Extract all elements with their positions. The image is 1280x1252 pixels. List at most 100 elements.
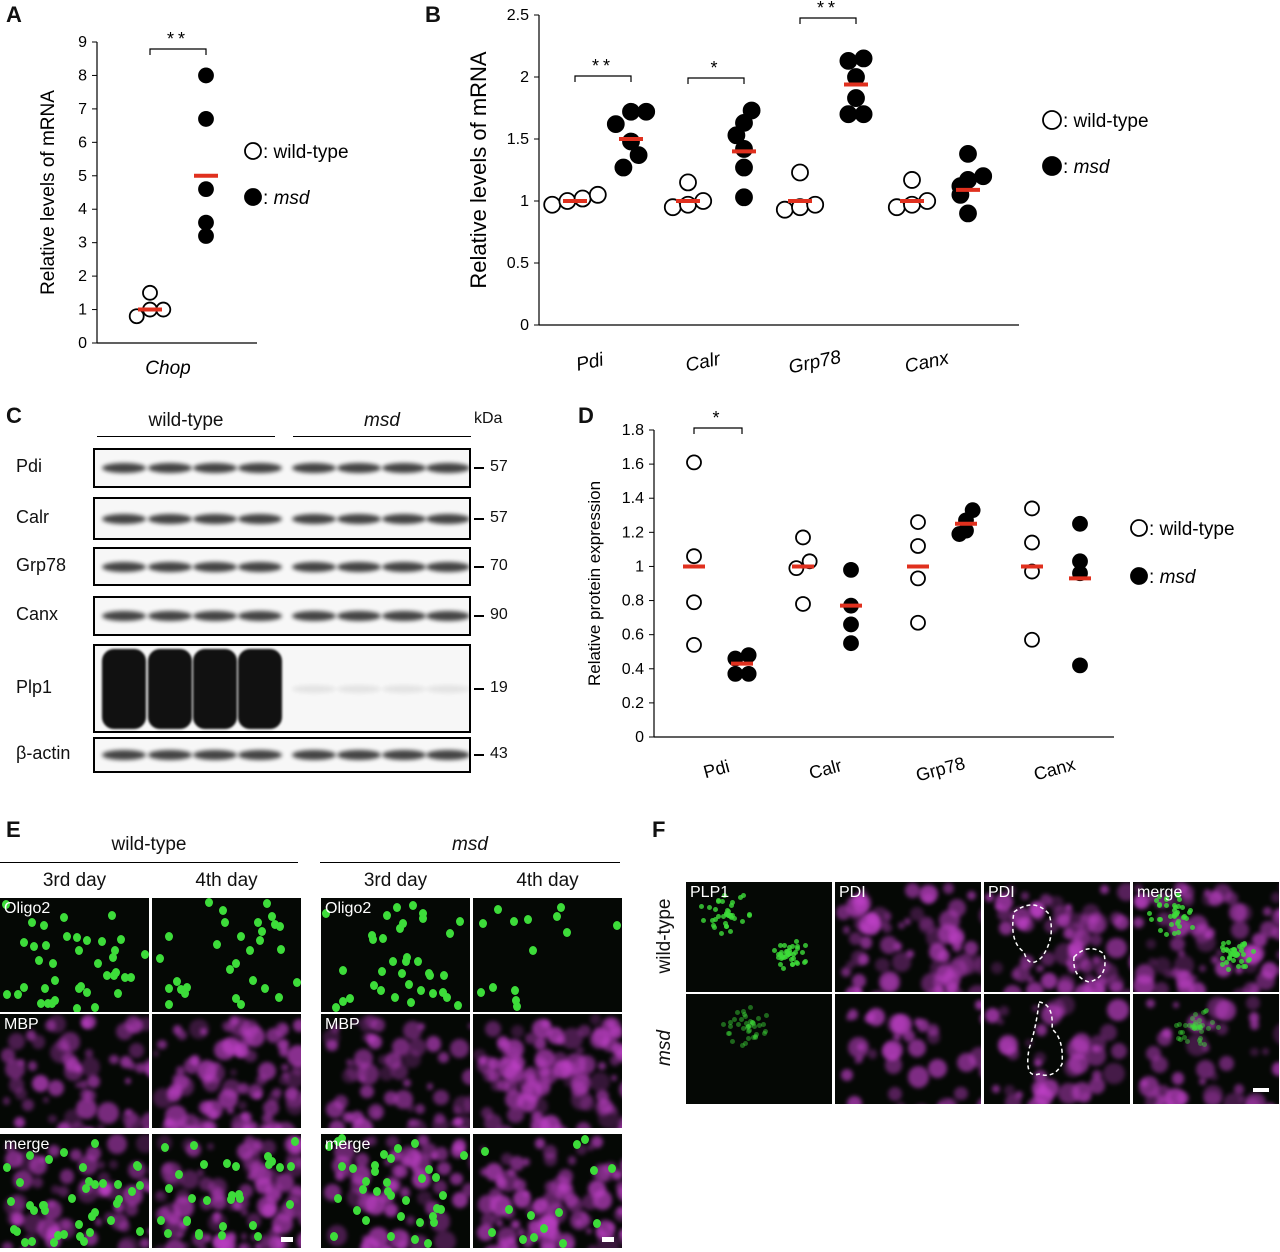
- category-label: Canx: [903, 347, 952, 377]
- cell-nucleus: [428, 1212, 437, 1222]
- chart-d: 0 0.2 0.4 0.6 0.8 1 1.2 1.4 1.6 1.8 Relative prote…: [585, 408, 1235, 785]
- cell-nucleus: [556, 903, 565, 913]
- cell-process: [866, 1007, 885, 1026]
- cell-process: [1141, 1080, 1149, 1088]
- cell-process: [618, 1232, 622, 1247]
- cell-process: [122, 1110, 138, 1126]
- cell-nucleus: [40, 1206, 49, 1216]
- cell-nucleus: [573, 1140, 582, 1150]
- cell-nucleus: [79, 1237, 88, 1247]
- cell-process: [61, 1220, 71, 1230]
- category-label: Chop: [145, 358, 190, 379]
- kda-tick: [474, 467, 484, 469]
- cell-cytoplasm: [745, 1024, 751, 1030]
- cell-process: [608, 1105, 618, 1115]
- cell-process: [142, 1058, 149, 1076]
- cell-nucleus: [410, 1235, 419, 1245]
- cell-process: [37, 1217, 60, 1240]
- cell-process: [4, 1141, 16, 1153]
- cell-cytoplasm: [732, 1016, 738, 1022]
- cell-process: [858, 887, 867, 897]
- cell-process: [182, 1126, 202, 1128]
- msd-point: [974, 167, 993, 186]
- cell-process: [275, 1022, 290, 1037]
- cell-process: [1056, 980, 1074, 992]
- cell-process: [479, 1056, 487, 1065]
- blot-band: [382, 684, 426, 693]
- cell-process: [575, 1122, 591, 1128]
- cell-cytoplasm: [1202, 1042, 1208, 1048]
- cell-process: [256, 1243, 270, 1248]
- cell-cytoplasm: [1198, 1029, 1204, 1035]
- blot-band: [193, 463, 237, 473]
- cell-process: [378, 1065, 395, 1082]
- cell-nucleus: [135, 1226, 144, 1236]
- cell-process: [1065, 960, 1073, 968]
- cell-nucleus: [83, 936, 92, 946]
- cell-process: [199, 1100, 213, 1114]
- cell-cytoplasm: [1182, 1035, 1188, 1041]
- cell-process: [1026, 981, 1044, 992]
- cell-process: [539, 1066, 550, 1077]
- cell-process: [893, 942, 903, 952]
- kda-value: 57: [490, 458, 508, 475]
- significance-marker: **: [167, 29, 189, 49]
- cell-process: [125, 1016, 142, 1033]
- cell-process: [1134, 883, 1144, 893]
- cell-process: [1117, 882, 1130, 902]
- cell-nucleus: [512, 1001, 521, 1011]
- panel-e-msd-label: msd: [452, 834, 488, 855]
- cell-process: [494, 1125, 514, 1128]
- cell-cytoplasm: [1191, 1026, 1197, 1032]
- blot-band: [148, 648, 192, 729]
- cell-process: [926, 927, 947, 948]
- cell-process: [80, 1089, 92, 1101]
- cell-cytoplasm: [720, 914, 726, 920]
- blot-band: [337, 684, 381, 693]
- cell-process: [243, 1025, 265, 1048]
- micrograph: [984, 994, 1130, 1104]
- cell-process: [108, 1159, 118, 1169]
- cell-process: [278, 1047, 289, 1058]
- cell-nucleus: [442, 993, 451, 1003]
- cell-process: [1163, 969, 1173, 979]
- cell-process: [213, 1061, 221, 1069]
- cell-nucleus: [369, 981, 378, 991]
- cell-nucleus: [172, 976, 181, 986]
- cell-process: [595, 1228, 607, 1240]
- cell-process: [367, 1104, 384, 1121]
- kda-value: 90: [490, 606, 508, 623]
- micrograph: [152, 1134, 301, 1248]
- cell-cytoplasm: [778, 952, 784, 958]
- panel-f-letter: F: [652, 817, 666, 842]
- cell-nucleus: [75, 983, 84, 993]
- y-tick-label: 0: [520, 317, 529, 334]
- cell-process: [522, 1157, 531, 1166]
- legend-wt-label: : wild-type: [1063, 111, 1149, 132]
- msd-point: [629, 146, 648, 165]
- cell-process: [129, 1043, 144, 1058]
- cell-nucleus: [345, 994, 354, 1003]
- cell-cytoplasm: [775, 954, 781, 960]
- row-label: msd: [654, 1030, 675, 1066]
- cell-process: [595, 1100, 611, 1116]
- cell-nucleus: [410, 1138, 419, 1148]
- cell-cytoplasm: [745, 1035, 751, 1041]
- cell-cytoplasm: [1192, 1024, 1198, 1030]
- cell-process: [292, 1018, 301, 1032]
- cell-process: [352, 1118, 374, 1128]
- y-tick-label: 9: [78, 34, 87, 51]
- cell-process: [397, 1240, 408, 1248]
- cell-nucleus: [28, 917, 37, 927]
- cell-process: [48, 1144, 61, 1157]
- cell-process: [531, 1111, 543, 1122]
- cell-nucleus: [459, 1150, 468, 1160]
- cell-process: [992, 1085, 1000, 1093]
- cell-process: [236, 1143, 254, 1161]
- cell-process: [897, 921, 906, 930]
- cell-process: [508, 1169, 515, 1176]
- msd-point: [637, 102, 656, 121]
- cell-process: [1148, 957, 1158, 967]
- cell-process: [1249, 1020, 1260, 1030]
- cell-process: [247, 1083, 264, 1100]
